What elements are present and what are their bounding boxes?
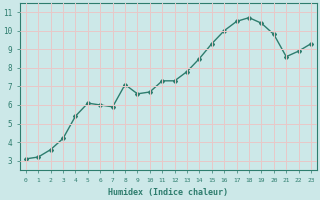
X-axis label: Humidex (Indice chaleur): Humidex (Indice chaleur)	[108, 188, 228, 197]
